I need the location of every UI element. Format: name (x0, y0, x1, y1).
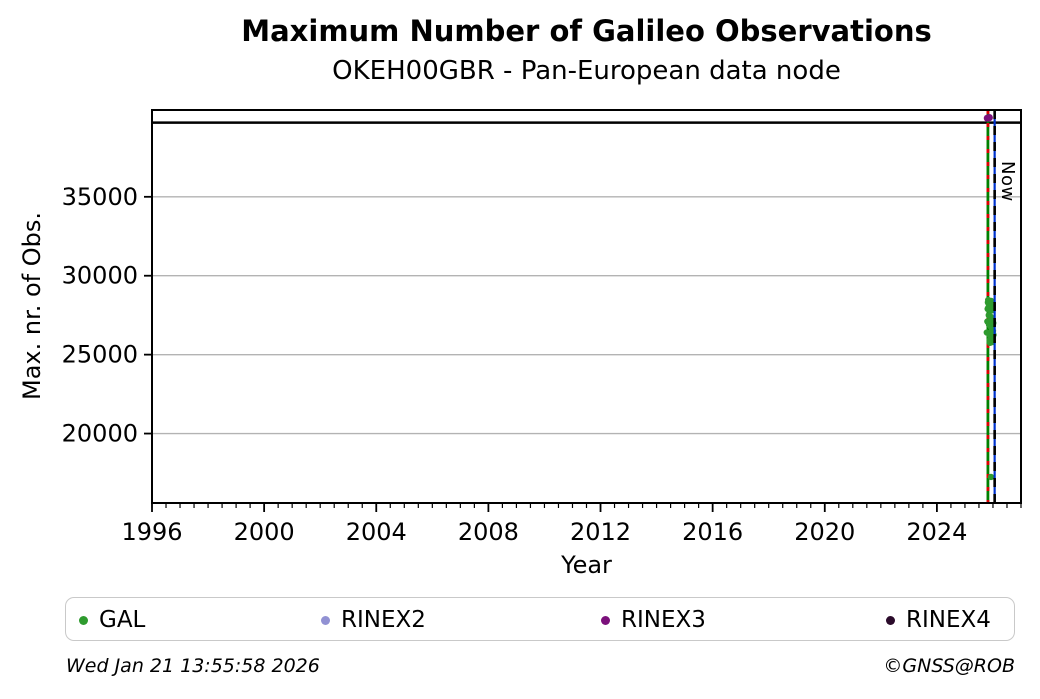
credit-text: ©GNSS@ROB (883, 655, 1015, 677)
x-tick-label: 2008 (458, 518, 519, 546)
legend-label: GAL (99, 607, 146, 633)
y-tick-label: 35000 (62, 183, 138, 211)
legend-item-rinex2: RINEX2 (321, 598, 426, 642)
gal-point (988, 297, 995, 305)
x-tick-label: 2004 (346, 518, 407, 546)
x-axis-label: Year (561, 551, 612, 579)
legend-item-rinex4: RINEX4 (886, 598, 991, 642)
legend-label: RINEX3 (621, 607, 706, 633)
legend: GAL RINEX2 RINEX3 RINEX4 (65, 597, 1015, 641)
plot-timestamp: Wed Jan 21 13:55:58 2026 (66, 655, 320, 677)
gal-point (988, 307, 995, 314)
plot-frame (151, 109, 1022, 504)
y-axis-label: Max. nr. of Obs. (18, 211, 46, 401)
x-tick-label: 2000 (234, 518, 295, 546)
x-tick-label: 2020 (794, 518, 855, 546)
now-line-label: Now (997, 161, 1018, 202)
rinex3-point (985, 113, 993, 122)
x-tick-label: 2016 (682, 518, 743, 546)
legend-item-gal: GAL (79, 598, 145, 642)
gal-point (987, 302, 995, 309)
y-tick-label: 30000 (62, 262, 138, 290)
x-tick-label: 2012 (570, 518, 631, 546)
chart-subtitle: OKEH00GBR - Pan-European data node (332, 56, 841, 86)
x-tick-label: 1996 (121, 518, 182, 546)
y-tick-label: 25000 (62, 341, 138, 369)
x-tick-label: 2024 (906, 518, 967, 546)
legend-marker-icon (321, 615, 330, 625)
chart-title: Maximum Number of Galileo Observations (241, 14, 932, 48)
legend-marker-icon (79, 615, 88, 625)
legend-marker-icon (886, 615, 895, 625)
legend-item-rinex3: RINEX3 (601, 598, 706, 642)
legend-label: RINEX2 (341, 607, 426, 633)
legend-marker-icon (601, 615, 610, 625)
y-tick-label: 20000 (62, 420, 138, 448)
gal-point (987, 473, 995, 481)
legend-label: RINEX4 (906, 607, 991, 633)
